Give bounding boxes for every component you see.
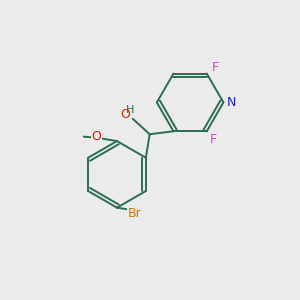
Text: H: H xyxy=(126,106,134,116)
Text: F: F xyxy=(212,61,219,74)
Text: Br: Br xyxy=(128,206,142,220)
Text: F: F xyxy=(210,133,217,146)
Text: O: O xyxy=(120,108,130,121)
Text: O: O xyxy=(91,130,101,143)
Text: N: N xyxy=(227,96,236,109)
